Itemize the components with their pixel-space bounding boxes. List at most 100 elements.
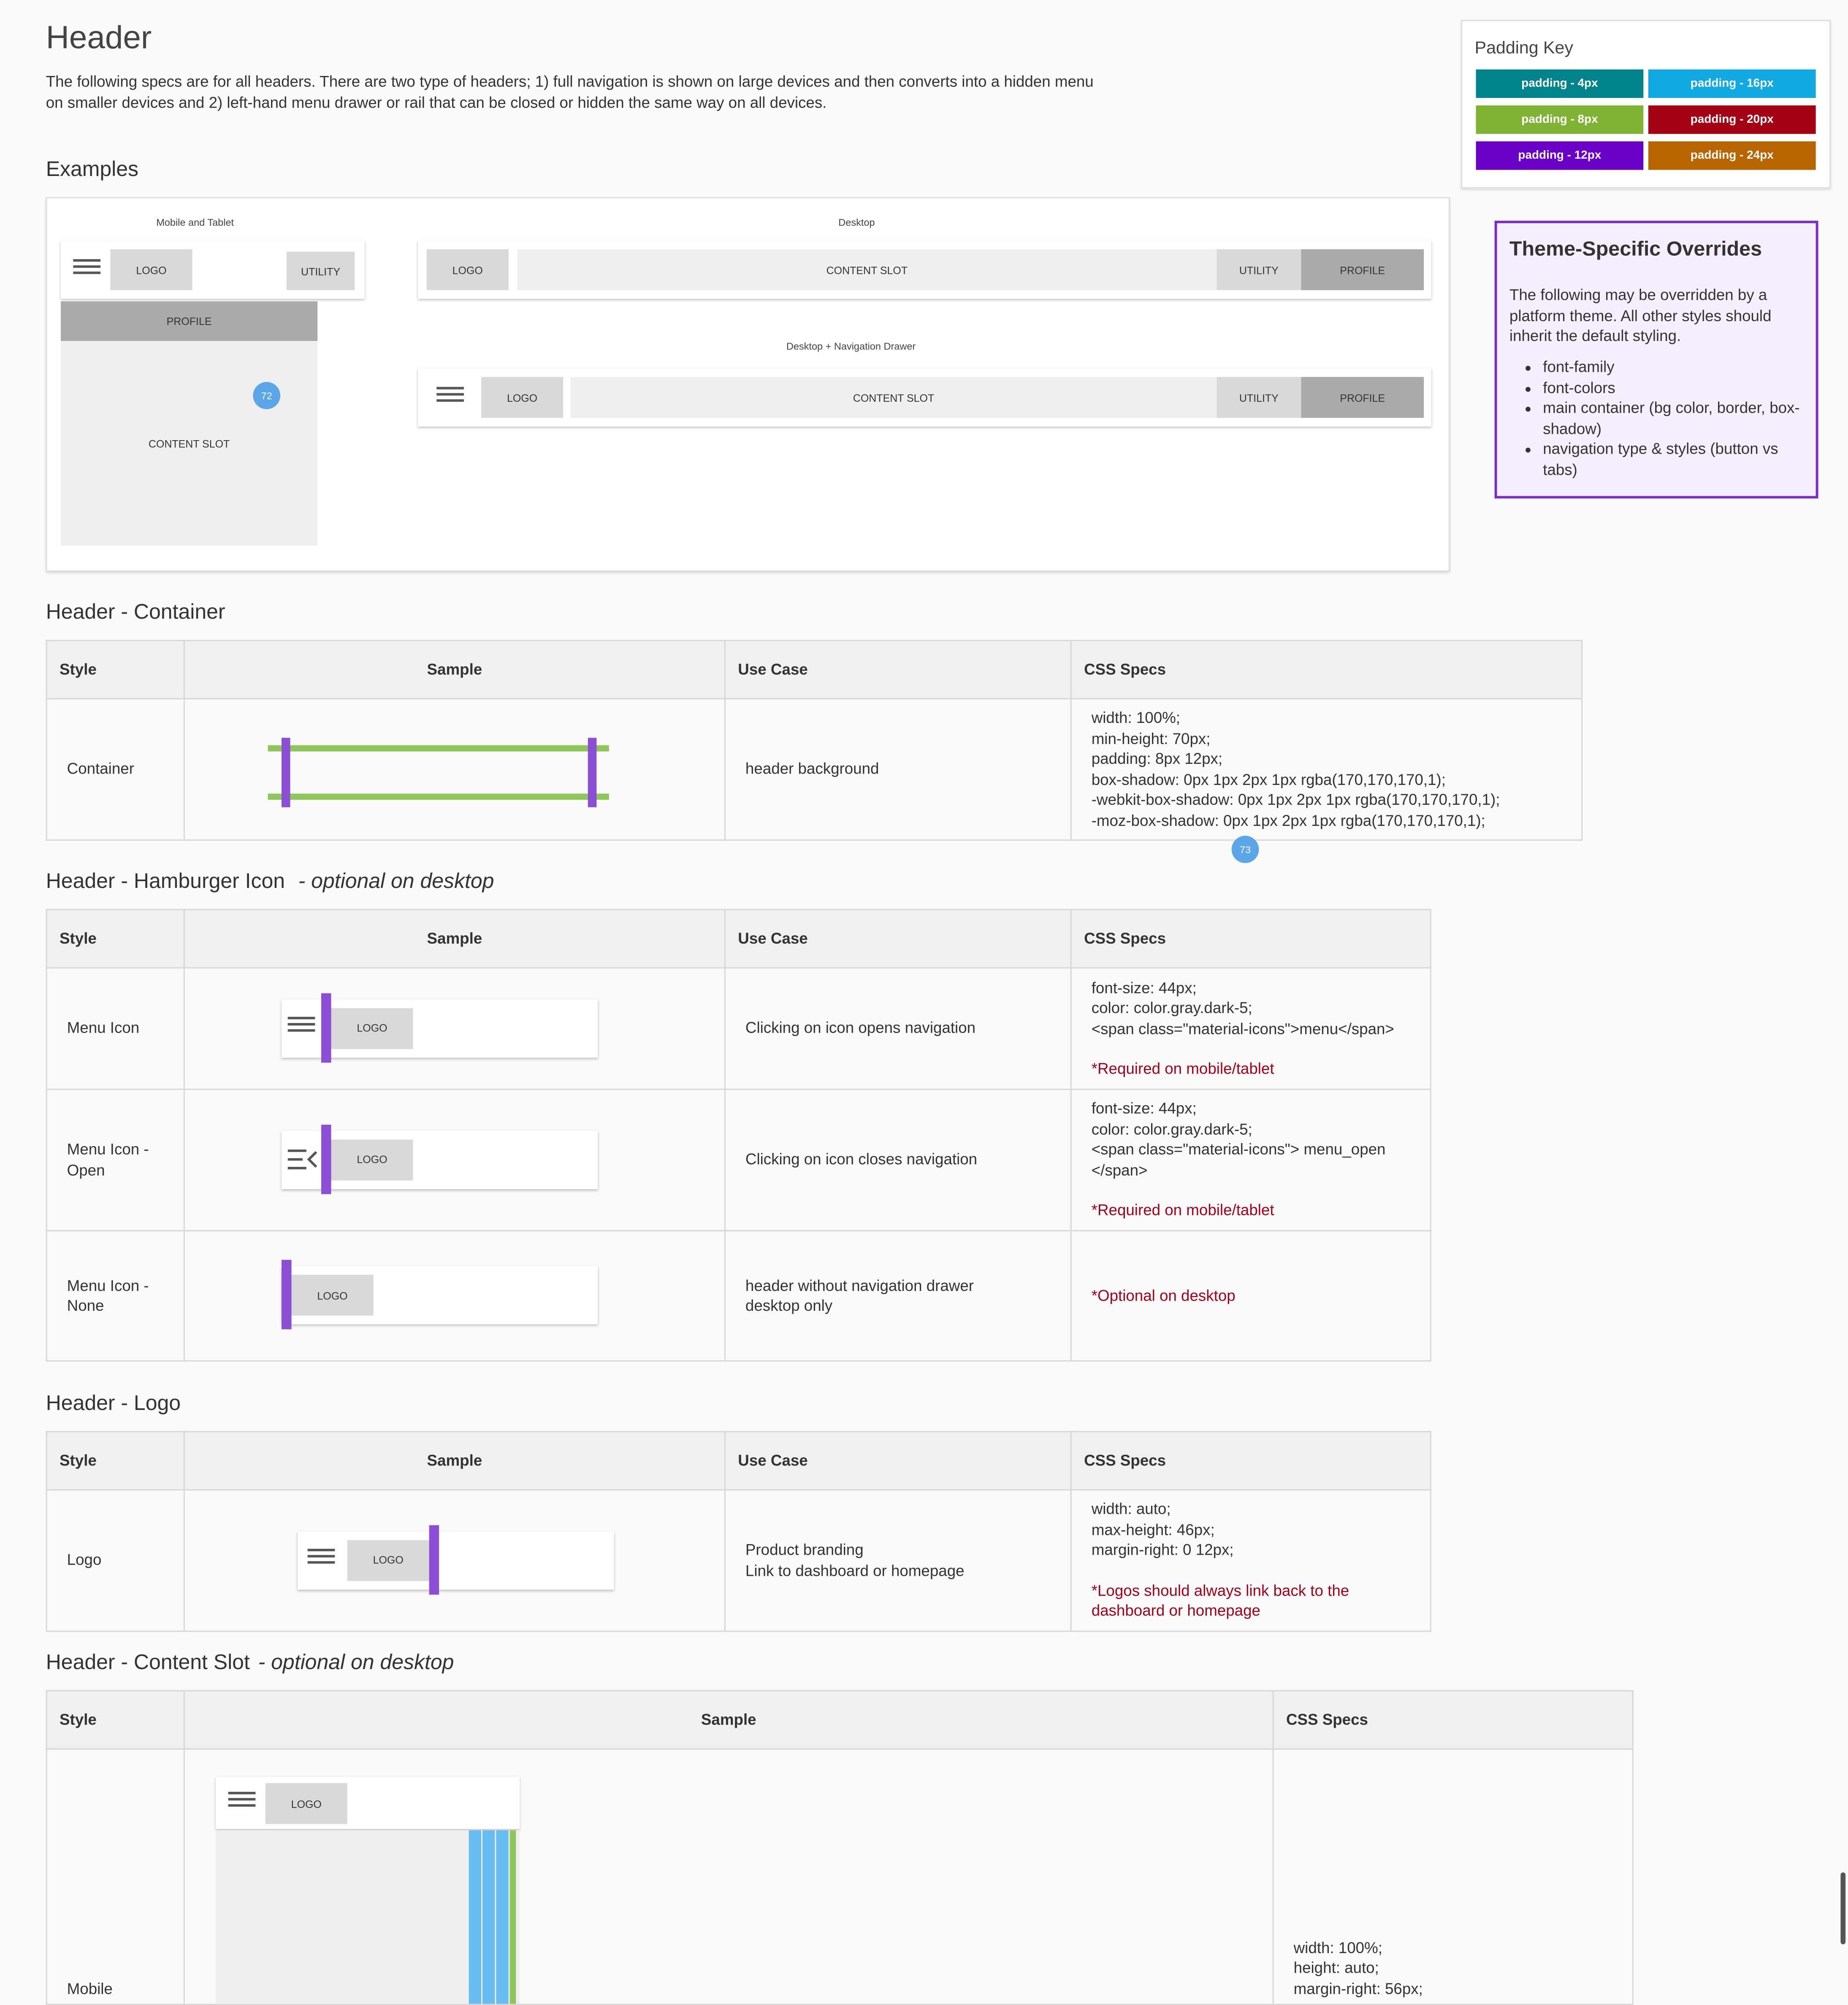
menu-open-sample: LOGO bbox=[185, 1124, 724, 1196]
style-cell: Container bbox=[46, 698, 185, 841]
hamburger-menu-icon[interactable] bbox=[287, 1012, 315, 1035]
sample-cell: LOGO bbox=[183, 1230, 726, 1362]
content-slot-placeholder: CONTENT SLOT bbox=[60, 341, 318, 546]
profile-placeholder[interactable]: PROFILE bbox=[1301, 377, 1424, 418]
logo-section-title: Header - Logo bbox=[46, 1391, 181, 1415]
col-header-css: CSS Specs bbox=[1070, 909, 1431, 969]
page-title: Header bbox=[46, 19, 152, 56]
css-line: font-size: 44px; bbox=[1091, 979, 1197, 996]
section-title-suffix: - optional on desktop bbox=[258, 1650, 454, 1674]
padding-bar bbox=[429, 1524, 439, 1594]
sample-cell: LOGO bbox=[183, 1489, 726, 1632]
padding-bar bbox=[482, 1830, 495, 2004]
col-header-sample: Sample bbox=[183, 1431, 726, 1491]
sample-header: LOGO bbox=[298, 1531, 614, 1589]
col-header-css: CSS Specs bbox=[1070, 1431, 1431, 1491]
css-cell: width: 100%; height: auto; margin-right:… bbox=[1272, 1748, 1634, 2005]
css-line: margin-right: 0 12px; bbox=[1091, 1542, 1234, 1559]
content-slot-table: Style Sample CSS Specs Mobile LOGO bbox=[46, 1690, 1634, 2005]
col-header-style: Style bbox=[46, 909, 185, 969]
sample-cell: LOGO bbox=[183, 967, 726, 1090]
hamburger-table: Style Sample Use Case CSS Specs Menu Ico… bbox=[46, 909, 1431, 1362]
css-note: *Logos should always link back to the bbox=[1091, 1582, 1349, 1599]
overrides-item: main container (bg color, border, box-sh… bbox=[1543, 398, 1801, 439]
scrollbar-thumb[interactable] bbox=[1840, 1872, 1846, 1945]
desktop-caption: Desktop bbox=[838, 217, 875, 228]
menu-none-sample: LOGO bbox=[185, 1260, 724, 1331]
css-line: width: 100%; bbox=[1293, 1939, 1382, 1956]
style-cell: Mobile bbox=[46, 1748, 185, 2005]
section-title-suffix: - optional on desktop bbox=[298, 869, 494, 893]
overrides-item: font-colors bbox=[1543, 378, 1801, 398]
mobile-header: LOGO UTILITY bbox=[60, 241, 365, 299]
overrides-item: font-family bbox=[1543, 357, 1801, 377]
logo-sample: LOGO bbox=[185, 1524, 724, 1596]
logo-placeholder[interactable]: LOGO bbox=[347, 1539, 429, 1580]
padding-swatch-8: padding - 8px bbox=[1476, 105, 1644, 134]
profile-placeholder[interactable]: PROFILE bbox=[60, 301, 318, 341]
col-header-style: Style bbox=[46, 1690, 185, 1750]
sample-cell bbox=[183, 698, 726, 841]
overrides-callout: Theme-Specific Overrides The following m… bbox=[1494, 221, 1818, 499]
use-case-line: header without navigation drawer bbox=[745, 1276, 974, 1294]
annotation-badge: 73 bbox=[1231, 836, 1259, 863]
logo-placeholder[interactable]: LOGO bbox=[481, 377, 563, 418]
padding-bar bbox=[281, 737, 290, 807]
style-cell: Logo bbox=[46, 1489, 185, 1632]
container-section-title: Header - Container bbox=[46, 600, 225, 624]
hamburger-menu-icon[interactable] bbox=[436, 383, 464, 406]
hamburger-menu-icon[interactable] bbox=[307, 1545, 335, 1567]
css-note: *Required on mobile/tablet bbox=[1091, 1201, 1274, 1220]
css-cell: width: 100%; min-height: 70px; padding: … bbox=[1070, 698, 1583, 841]
logo-placeholder[interactable]: LOGO bbox=[426, 249, 509, 290]
css-line: height: auto; bbox=[1293, 1959, 1379, 1977]
padding-swatch-16: padding - 16px bbox=[1648, 69, 1816, 98]
content-slot-section-title: Header - Content Slot - optional on desk… bbox=[46, 1651, 454, 1675]
hamburger-menu-icon[interactable] bbox=[73, 255, 101, 278]
style-cell: Menu Icon - None bbox=[46, 1230, 185, 1362]
menu-icon-sample: LOGO bbox=[185, 993, 724, 1064]
logo-placeholder[interactable]: LOGO bbox=[265, 1783, 347, 1824]
logo-placeholder[interactable]: LOGO bbox=[110, 249, 192, 290]
padding-bar bbox=[268, 793, 609, 799]
css-line: box-shadow: 0px 1px 2px 1px rgba(170,170… bbox=[1091, 771, 1446, 788]
col-header-sample: Sample bbox=[183, 1690, 1274, 1750]
sample-cell: LOGO bbox=[183, 1088, 726, 1231]
padding-swatch-4: padding - 4px bbox=[1476, 69, 1644, 98]
padding-key-card: Padding Key padding - 4px padding - 16px… bbox=[1461, 20, 1831, 189]
style-line: Menu Icon - bbox=[67, 1276, 149, 1294]
page-intro: The following specs are for all headers.… bbox=[46, 73, 1094, 111]
profile-placeholder[interactable]: PROFILE bbox=[1301, 249, 1424, 290]
use-case-cell: Clicking on icon opens navigation bbox=[724, 967, 1072, 1090]
overrides-title: Theme-Specific Overrides bbox=[1509, 238, 1762, 261]
style-cell: Menu Icon - Open bbox=[46, 1088, 185, 1231]
utility-placeholder[interactable]: UTILITY bbox=[286, 252, 355, 290]
logo-placeholder[interactable]: LOGO bbox=[291, 1274, 374, 1316]
css-line: max-height: 46px; bbox=[1091, 1521, 1215, 1539]
hamburger-menu-icon[interactable] bbox=[228, 1788, 256, 1810]
padding-bar bbox=[281, 1260, 292, 1329]
padding-bar bbox=[268, 744, 609, 751]
padding-key-swatches: padding - 4px padding - 16px padding - 8… bbox=[1476, 69, 1817, 174]
css-line: color: color.gray.dark-5; bbox=[1091, 1120, 1252, 1138]
col-header-style: Style bbox=[46, 1431, 185, 1491]
utility-placeholder[interactable]: UTILITY bbox=[1217, 377, 1301, 418]
padding-bar bbox=[509, 1830, 516, 2004]
use-case-line: desktop only bbox=[745, 1297, 833, 1315]
css-note: dashboard or homepage bbox=[1091, 1602, 1260, 1620]
use-case-line: Product branding bbox=[745, 1541, 864, 1559]
page-root: Header The following specs are for all h… bbox=[0, 0, 1848, 1944]
menu-open-icon[interactable] bbox=[287, 1149, 318, 1170]
utility-placeholder[interactable]: UTILITY bbox=[1217, 249, 1301, 290]
col-header-style: Style bbox=[46, 640, 185, 700]
container-sample bbox=[185, 732, 724, 807]
logo-placeholder[interactable]: LOGO bbox=[331, 1007, 413, 1049]
overrides-body: The following may be overridden by a pla… bbox=[1509, 286, 1772, 345]
logo-placeholder[interactable]: LOGO bbox=[331, 1139, 413, 1180]
col-header-use-case: Use Case bbox=[724, 1431, 1072, 1491]
css-cell: *Optional on desktop bbox=[1070, 1230, 1431, 1362]
container-table: Style Sample Use Case CSS Specs Containe… bbox=[46, 640, 1583, 841]
desktop-drawer-header: LOGO CONTENT SLOT UTILITY PROFILE bbox=[418, 368, 1431, 427]
padding-bar bbox=[496, 1830, 509, 2004]
padding-key-title: Padding Key bbox=[1474, 37, 1573, 57]
